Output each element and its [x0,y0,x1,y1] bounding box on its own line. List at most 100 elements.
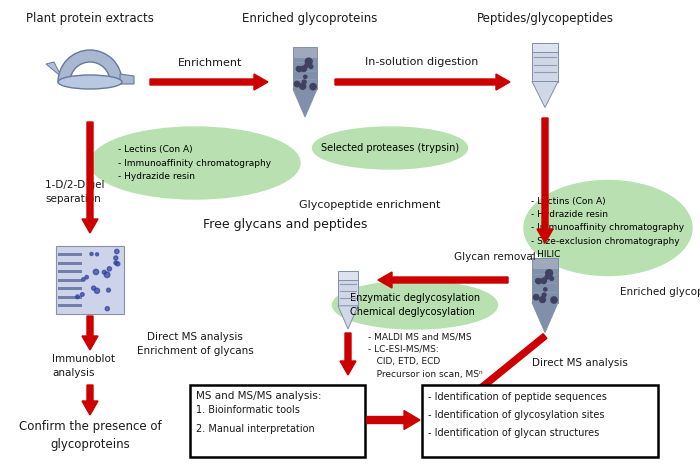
Circle shape [310,84,316,90]
Bar [190,385,365,457]
Circle shape [107,266,111,271]
Circle shape [294,81,300,87]
Bar [293,47,317,57]
Polygon shape [338,306,358,329]
Bar [532,258,558,269]
Text: In-solution digestion: In-solution digestion [365,57,479,67]
FancyArrow shape [82,385,98,415]
Bar [58,279,82,282]
FancyArrow shape [378,272,508,288]
FancyArrow shape [82,122,98,233]
FancyArrow shape [82,316,98,350]
Bar [532,52,558,81]
Circle shape [116,262,120,266]
Text: 1-D/2-D gel
separation: 1-D/2-D gel separation [45,180,104,204]
Bar [338,280,358,306]
Polygon shape [120,74,134,84]
Text: MS and MS/MS analysis:: MS and MS/MS analysis: [196,391,321,401]
Text: Free glycans and peptides: Free glycans and peptides [203,218,368,231]
Circle shape [540,297,545,303]
Circle shape [80,293,84,296]
Circle shape [114,261,118,265]
FancyArrow shape [340,333,356,375]
Circle shape [92,286,96,290]
Circle shape [536,279,541,284]
Bar [532,269,558,303]
Text: - MALDI MS and MS/MS
- LC-ESI-MS/MS:
   CID, ETD, ECD
   Precursor ion scan, MSⁿ: - MALDI MS and MS/MS - LC-ESI-MS/MS: CID… [368,332,482,378]
Circle shape [305,58,312,65]
Text: Glycopeptide enrichment: Glycopeptide enrichment [300,200,441,210]
Bar [58,270,82,273]
Polygon shape [532,81,558,108]
Circle shape [541,278,547,283]
Text: Enzymatic deglycosylation
Chemical deglycosylation: Enzymatic deglycosylation Chemical degly… [350,293,480,317]
Circle shape [536,279,540,283]
Circle shape [93,269,99,274]
Polygon shape [293,89,317,117]
Bar [532,42,558,52]
Circle shape [300,83,306,89]
Circle shape [94,288,99,293]
FancyArrow shape [367,410,420,430]
Circle shape [545,275,549,279]
Circle shape [95,253,99,256]
Text: - Lectins (Con A)
- Immunoaffinity chromatography
- Hydrazide resin: - Lectins (Con A) - Immunoaffinity chrom… [118,145,272,180]
Ellipse shape [524,180,692,275]
Text: Direct MS analysis: Direct MS analysis [532,358,628,368]
FancyArrow shape [150,74,268,90]
Text: Immunoblot
analysis: Immunoblot analysis [52,354,115,378]
Circle shape [304,75,307,78]
Circle shape [297,67,302,71]
Circle shape [104,272,110,278]
Circle shape [105,306,109,311]
FancyArrow shape [460,334,547,405]
Circle shape [305,63,309,67]
Text: - Identification of peptide sequences: - Identification of peptide sequences [428,392,607,402]
Wedge shape [58,50,122,82]
Ellipse shape [332,281,498,329]
Circle shape [102,270,106,274]
Ellipse shape [312,127,468,169]
Circle shape [309,65,313,69]
Text: Selected proteases (trypsin): Selected proteases (trypsin) [321,143,459,153]
Text: Enriched glycoproteins: Enriched glycoproteins [242,12,378,25]
Circle shape [90,252,93,256]
Circle shape [551,297,557,303]
Circle shape [545,276,549,279]
Text: 1. Bioinformatic tools: 1. Bioinformatic tools [196,405,300,415]
Circle shape [301,66,307,71]
Text: - Lectins (Con A)
- Hydrazide resin
- Immunoaffinity chromatography
- Size-exclu: - Lectins (Con A) - Hydrazide resin - Im… [531,197,685,259]
Polygon shape [532,303,558,332]
Bar [58,296,82,298]
Circle shape [533,295,539,300]
Text: Peptides/glycopeptides: Peptides/glycopeptides [477,12,613,25]
Bar [293,57,317,89]
Text: Plant protein extracts: Plant protein extracts [26,12,154,25]
Bar [338,271,358,280]
Text: 2. Manual interpretation: 2. Manual interpretation [196,424,315,434]
Ellipse shape [90,127,300,199]
Circle shape [85,275,88,279]
Text: Enriched glycopeptides: Enriched glycopeptides [620,287,700,297]
FancyArrow shape [537,118,553,243]
Polygon shape [46,62,60,74]
Text: - Identification of glycan structures: - Identification of glycan structures [428,428,599,438]
Circle shape [550,277,554,281]
Circle shape [542,293,546,297]
Bar [56,246,124,314]
Text: Enrichment: Enrichment [178,58,242,68]
Text: Confirm the presence of
glycoproteins: Confirm the presence of glycoproteins [19,420,161,451]
Circle shape [114,256,118,260]
Bar [58,261,82,265]
Text: - Identification of glycosylation sites: - Identification of glycosylation sites [428,410,605,420]
Bar [422,385,658,457]
Text: Glycan removal: Glycan removal [454,252,536,262]
Circle shape [106,288,111,292]
Bar [58,287,82,290]
Circle shape [305,64,309,67]
Circle shape [546,270,552,276]
Circle shape [302,80,306,84]
Circle shape [115,249,119,254]
Circle shape [82,278,85,281]
Circle shape [296,67,301,71]
